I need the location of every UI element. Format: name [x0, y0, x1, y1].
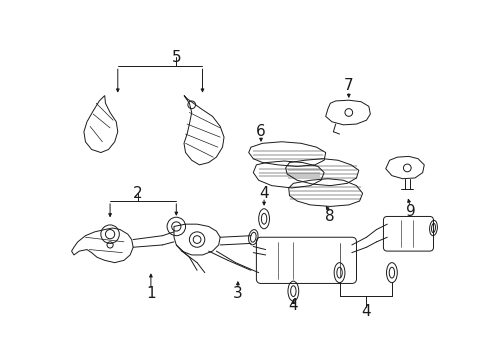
Text: 4: 4: [259, 186, 268, 201]
Text: 1: 1: [146, 286, 155, 301]
Text: 4: 4: [288, 297, 298, 312]
Text: 7: 7: [343, 78, 353, 93]
Text: 2: 2: [133, 186, 142, 201]
Text: 4: 4: [360, 303, 370, 319]
Text: 9: 9: [405, 203, 414, 219]
Text: 8: 8: [325, 209, 334, 224]
Text: 6: 6: [256, 124, 265, 139]
Text: 5: 5: [171, 50, 181, 64]
Text: 3: 3: [233, 286, 242, 301]
